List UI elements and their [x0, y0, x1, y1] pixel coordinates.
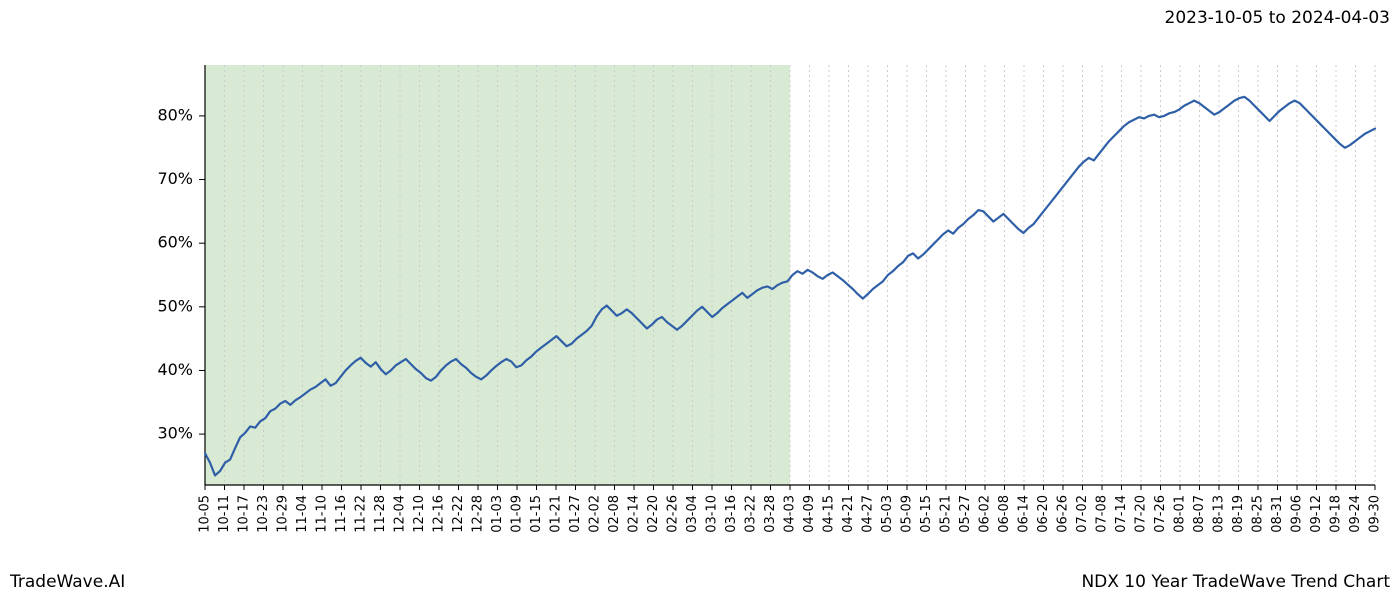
x-tick-label: 08-19 — [1231, 495, 1246, 533]
x-tick-label: 01-15 — [529, 495, 544, 533]
x-tick-label: 10-23 — [256, 495, 271, 533]
x-tick-label: 05-15 — [919, 495, 934, 533]
x-tick-label: 04-21 — [841, 495, 856, 533]
x-tick-label: 09-18 — [1329, 495, 1344, 533]
x-tick-label: 10-17 — [237, 495, 252, 533]
x-tick-label: 01-03 — [490, 495, 505, 533]
x-tick-label: 02-20 — [646, 495, 661, 533]
x-tick-label: 06-14 — [1017, 495, 1032, 533]
x-tick-label: 03-10 — [705, 495, 720, 533]
y-tick-label: 50% — [157, 296, 193, 315]
x-tick-label: 08-13 — [1212, 495, 1227, 533]
x-tick-label: 01-09 — [510, 495, 525, 533]
x-tick-label: 02-26 — [666, 495, 681, 533]
x-tick-label: 06-02 — [978, 495, 993, 533]
x-tick-label: 10-11 — [217, 495, 232, 533]
x-tick-label: 03-04 — [685, 495, 700, 533]
x-tick-label: 05-27 — [958, 495, 973, 533]
x-tick-label: 11-28 — [373, 495, 388, 533]
x-tick-label: 04-09 — [802, 495, 817, 533]
x-tick-label: 11-04 — [295, 495, 310, 533]
x-tick-label: 08-31 — [1270, 495, 1285, 533]
x-tick-label: 03-28 — [763, 495, 778, 533]
x-tick-label: 04-15 — [822, 495, 837, 533]
x-tick-label: 12-10 — [412, 495, 427, 533]
x-tick-label: 08-25 — [1251, 495, 1266, 533]
y-tick-label: 70% — [157, 169, 193, 188]
x-tick-label: 09-06 — [1290, 495, 1305, 533]
x-tick-label: 08-07 — [1192, 495, 1207, 533]
y-tick-label: 60% — [157, 233, 193, 252]
x-tick-label: 06-26 — [1056, 495, 1071, 533]
x-tick-label: 04-03 — [783, 495, 798, 533]
x-tick-label: 12-04 — [393, 495, 408, 533]
x-tick-label: 05-09 — [900, 495, 915, 533]
x-tick-label: 08-01 — [1173, 495, 1188, 533]
x-tick-label: 02-08 — [607, 495, 622, 533]
x-tick-label: 06-08 — [997, 495, 1012, 533]
x-tick-label: 02-14 — [627, 495, 642, 533]
x-tick-label: 09-30 — [1368, 495, 1383, 533]
trend-chart: 30% 40% 50% 60% 70% 80% 10-05 10-11 10-17 10-23 10… — [0, 0, 1400, 600]
y-tick-label: 80% — [157, 105, 193, 124]
x-tick-label: 06-20 — [1036, 495, 1051, 533]
x-tick-label: 07-26 — [1153, 495, 1168, 533]
y-tick-label: 30% — [157, 424, 193, 443]
x-tick-label: 10-05 — [198, 495, 213, 533]
x-tick-label: 05-21 — [939, 495, 954, 533]
x-tick-label: 12-22 — [451, 495, 466, 533]
x-tick-label: 01-21 — [549, 495, 564, 533]
x-tick-label: 01-27 — [568, 495, 583, 533]
x-tick-label: 09-12 — [1309, 495, 1324, 533]
x-tick-label: 10-29 — [276, 495, 291, 533]
x-tick-label: 03-22 — [744, 495, 759, 533]
x-tick-label: 11-10 — [315, 495, 330, 533]
x-tick-label: 07-20 — [1134, 495, 1149, 533]
x-tick-label: 07-14 — [1114, 495, 1129, 533]
x-tick-label: 12-16 — [432, 495, 447, 533]
x-tick-label: 09-24 — [1348, 495, 1363, 533]
x-tick-label: 07-08 — [1095, 495, 1110, 533]
x-tick-label: 11-16 — [334, 495, 349, 533]
x-tick-label: 04-27 — [861, 495, 876, 533]
x-tick-label: 12-28 — [471, 495, 486, 533]
x-tick-label: 03-16 — [724, 495, 739, 533]
x-tick-label: 11-22 — [354, 495, 369, 533]
x-tick-label: 07-02 — [1075, 495, 1090, 533]
x-tick-label: 02-02 — [588, 495, 603, 533]
x-tick-label: 05-03 — [880, 495, 895, 533]
y-tick-label: 40% — [157, 360, 193, 379]
